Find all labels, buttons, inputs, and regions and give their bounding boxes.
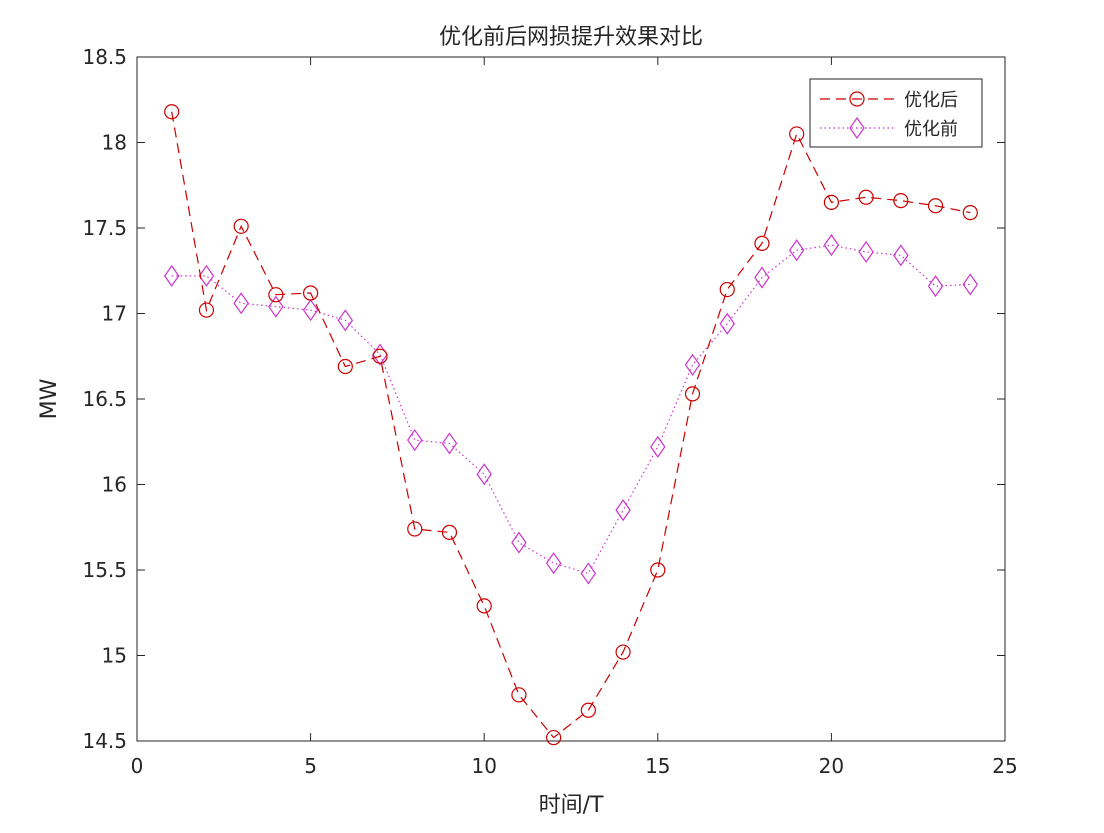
data-point-marker xyxy=(650,562,666,578)
data-point-marker xyxy=(233,292,249,315)
data-point-marker xyxy=(615,644,631,660)
x-tick-label: 10 xyxy=(471,754,496,778)
chart-title: 优化前后网损提升效果对比 xyxy=(439,25,703,50)
data-point-marker xyxy=(927,198,944,214)
y-tick-label: 14.5 xyxy=(82,729,127,753)
axes: 0 5 10 15 20 25 14.5 15 15.5 16 16.5 17 17.5 18 18.5 xyxy=(82,45,1017,778)
data-point-marker xyxy=(719,281,735,298)
data-point-marker xyxy=(441,524,458,540)
data-point-marker xyxy=(788,239,805,262)
y-tick-label: 18.5 xyxy=(82,45,127,69)
data-point-marker xyxy=(962,205,978,221)
data-point-marker xyxy=(754,235,770,251)
y-tick-label: 16 xyxy=(102,473,127,497)
series-优化前 xyxy=(163,234,979,585)
y-axis-title: MW xyxy=(37,378,62,419)
data-point-marker xyxy=(476,598,492,614)
data-point-marker xyxy=(754,266,770,289)
y-tick-label: 18 xyxy=(102,131,127,155)
data-point-marker xyxy=(580,562,597,585)
data-point-marker xyxy=(823,234,840,257)
series-优化后 xyxy=(164,104,978,746)
x-tick-label: 25 xyxy=(992,754,1017,778)
y-tick-label: 16.5 xyxy=(82,387,127,411)
legend-label: 优化后 xyxy=(904,90,958,111)
legend-label: 优化前 xyxy=(904,119,958,140)
legend-marker xyxy=(849,116,865,140)
y-tick-label: 15 xyxy=(102,644,127,668)
x-axis-title: 时间/T xyxy=(539,793,604,818)
data-point-marker xyxy=(476,463,492,486)
data-point-marker xyxy=(337,358,353,375)
x-tick-label: 0 xyxy=(131,754,144,778)
data-point-marker xyxy=(615,499,631,522)
x-tick-label: 5 xyxy=(304,754,317,778)
legend-marker xyxy=(849,91,865,107)
data-point-marker xyxy=(337,309,354,332)
data-point-marker xyxy=(684,353,701,376)
data-point-marker xyxy=(198,264,215,287)
data-point-marker xyxy=(893,193,909,209)
y-tick-label: 17.5 xyxy=(82,216,127,240)
data-point-marker xyxy=(268,287,284,303)
data-point-marker xyxy=(441,432,458,455)
data-point-marker xyxy=(893,244,909,267)
data-point-marker xyxy=(858,189,874,205)
data-point-marker xyxy=(268,295,284,318)
data-point-marker xyxy=(407,428,423,452)
data-point-marker xyxy=(823,194,840,210)
series-line xyxy=(171,111,971,739)
series-group xyxy=(163,104,979,746)
data-point-marker xyxy=(407,521,423,537)
legend-box xyxy=(809,78,983,148)
data-point-marker xyxy=(719,312,735,335)
x-tick-label: 20 xyxy=(819,754,844,778)
data-point-marker xyxy=(789,126,805,142)
data-point-marker xyxy=(511,531,527,554)
data-point-marker xyxy=(511,687,527,703)
data-point-marker xyxy=(233,218,249,234)
data-point-marker xyxy=(546,729,562,746)
x-tick-label: 15 xyxy=(645,754,670,778)
data-point-marker xyxy=(962,273,979,296)
data-point-marker xyxy=(580,702,596,718)
data-point-marker xyxy=(372,348,388,364)
data-point-marker xyxy=(198,302,215,318)
data-point-marker xyxy=(302,299,319,322)
data-point-marker xyxy=(164,104,180,120)
data-point-marker xyxy=(684,386,701,402)
data-point-marker xyxy=(858,240,874,263)
data-point-marker xyxy=(927,275,944,298)
data-point-marker xyxy=(163,264,180,287)
data-point-marker xyxy=(545,552,562,575)
data-point-marker xyxy=(650,435,666,458)
y-tick-label: 17 xyxy=(102,302,127,326)
data-point-marker xyxy=(303,285,319,301)
y-tick-label: 15.5 xyxy=(82,558,127,582)
plot-frame xyxy=(136,56,1006,742)
